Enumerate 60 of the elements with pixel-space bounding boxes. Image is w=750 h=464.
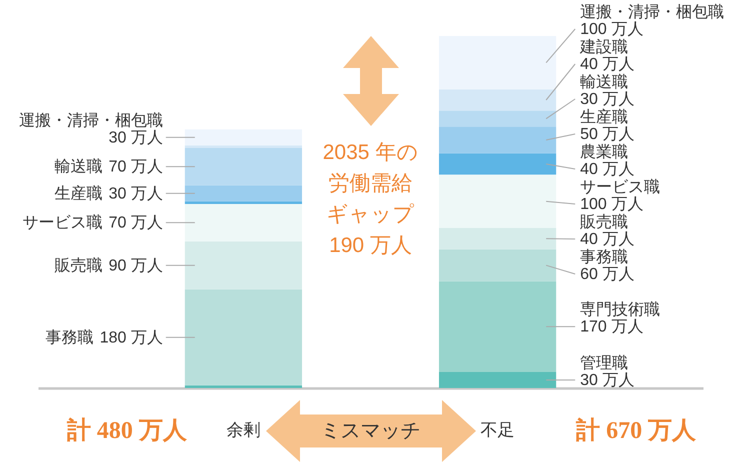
data-label: 40 万人 <box>580 56 634 73</box>
bar <box>438 36 556 90</box>
series-label: 管理職 <box>580 354 628 372</box>
bar <box>438 126 556 154</box>
text: 建設職 <box>579 38 628 56</box>
data-label: 100 万人 <box>580 21 644 38</box>
data-label: 70 万人 <box>108 214 163 232</box>
bar <box>438 281 556 372</box>
bar <box>184 289 302 386</box>
series-label: 専門技術職 <box>580 300 660 319</box>
series-label: 輸送職 <box>580 73 628 91</box>
x-tick-label: 不足 <box>480 420 515 440</box>
data-label: 50 万人 <box>580 126 634 143</box>
series-label: サービス職 <box>580 178 660 196</box>
data-label: 100 万人 <box>580 196 644 213</box>
annotation: ギャップ <box>326 203 414 226</box>
text: 運搬・清掃・梱包職 <box>580 4 724 21</box>
text: 輸送職 <box>54 158 103 176</box>
bar <box>438 153 556 175</box>
bar <box>438 89 556 111</box>
data-label: 30 万人 <box>108 185 163 202</box>
text: 事務職 <box>46 329 94 346</box>
bar <box>438 372 556 388</box>
bar <box>184 145 302 148</box>
bar <box>184 185 302 202</box>
text: ミスマッチ <box>320 420 420 442</box>
annotation: 2035 年の <box>322 141 418 164</box>
data-label: 170 万人 <box>580 318 644 336</box>
text: サービス職 <box>22 214 103 232</box>
total-label: 計 480 万人 <box>66 417 188 444</box>
series-label: 農業職 <box>580 143 628 161</box>
data-label: 90 万人 <box>108 257 163 274</box>
annotation: 労働需給 <box>328 172 412 195</box>
data-label: 40 万人 <box>580 161 634 178</box>
bar <box>184 201 302 204</box>
bar <box>184 129 302 146</box>
annotation: 190 万人 <box>329 234 412 257</box>
data-label: 70 万人 <box>108 158 163 176</box>
x-tick-label: 余剰 <box>226 420 260 440</box>
bar <box>438 249 556 282</box>
bar <box>184 241 302 290</box>
data-label: 180 万人 <box>100 329 163 346</box>
series-label: 事務職 <box>580 248 628 266</box>
data-label: 30 万人 <box>108 129 163 146</box>
data-label: 60 万人 <box>580 266 634 283</box>
data-label: 30 万人 <box>580 372 634 389</box>
total-label: 計 670 万人 <box>575 417 698 444</box>
series-label: 販売職 <box>580 213 628 231</box>
data-label: 30 万人 <box>580 91 634 108</box>
bar <box>184 385 302 388</box>
text: 販売職 <box>54 257 103 274</box>
data-label: 40 万人 <box>580 231 634 248</box>
bar <box>438 174 556 228</box>
series-label: 生産職 <box>580 108 628 126</box>
series-label: 運搬・清掃・梱包職 <box>18 111 163 130</box>
bar <box>438 110 556 127</box>
bar <box>438 228 556 250</box>
bar <box>184 148 302 186</box>
text: 生産職 <box>54 185 103 202</box>
bar <box>184 204 302 242</box>
